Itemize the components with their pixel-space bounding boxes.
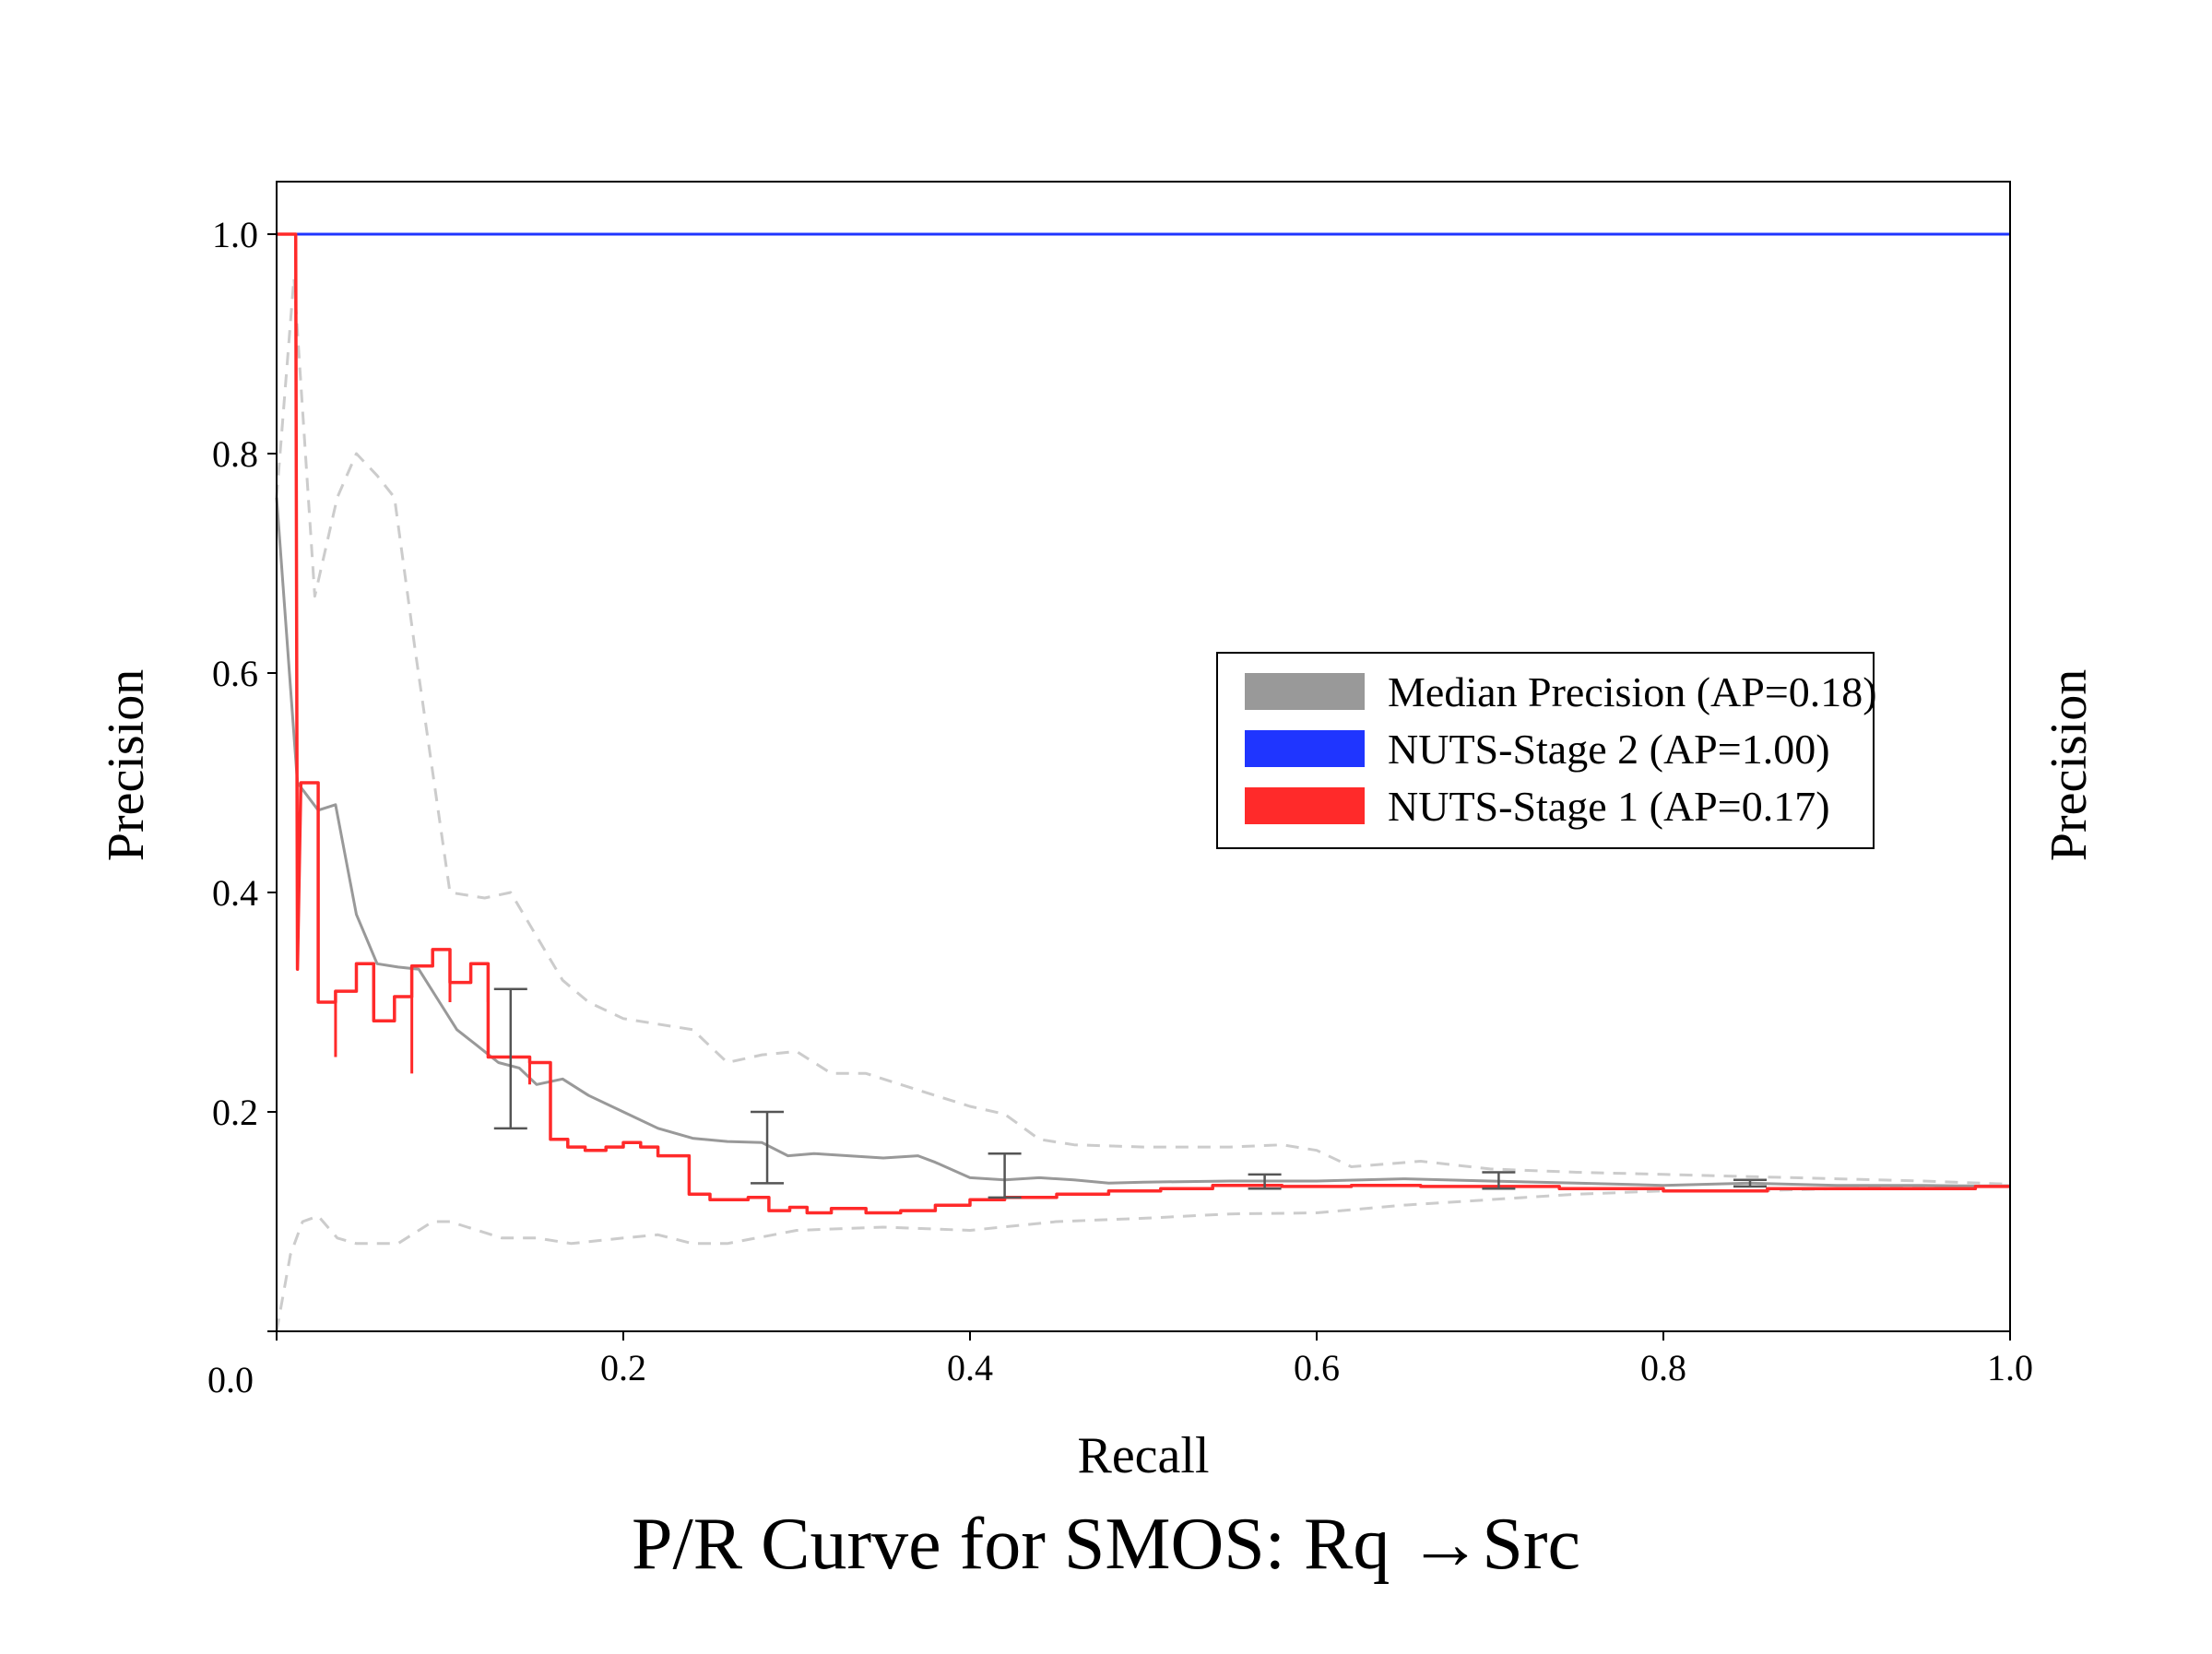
error-bar — [988, 1152, 1022, 1199]
error-bar — [1482, 1171, 1516, 1190]
legend: Median Precision (AP=0.18) NUTS-Stage 2 (… — [1216, 652, 1877, 849]
y-tick-label: 0.6 — [212, 653, 258, 694]
y-tick-label: 0.2 — [212, 1092, 258, 1133]
x-axis: 0.0 0.2 0.4 0.6 0.8 1.0 — [207, 1331, 2033, 1400]
y-tick-label: 1.0 — [212, 214, 258, 255]
x-tick-label: 0.8 — [1640, 1347, 1686, 1388]
legend-entry: NUTS-Stage 2 (AP=1.00) — [1245, 726, 1830, 773]
legend-swatch — [1245, 673, 1365, 710]
legend-swatch — [1245, 787, 1365, 824]
y-axis-label-right: Precision — [2040, 669, 2098, 861]
error-bar — [493, 987, 527, 1130]
legend-label: NUTS-Stage 2 (AP=1.00) — [1388, 726, 1830, 773]
x-tick-label: 0.4 — [947, 1347, 993, 1388]
y-tick-label: 0.8 — [212, 433, 258, 475]
x-tick-label: 0.0 — [207, 1359, 254, 1400]
series-line-upper-band — [275, 277, 2011, 1186]
error-bar — [751, 1110, 785, 1185]
y-axis: 0.2 0.4 0.6 0.8 1.0 — [212, 214, 277, 1332]
chart-title: P/R Curve for SMOS: Rq →Src — [632, 1504, 1580, 1585]
x-tick-label: 0.6 — [1294, 1347, 1340, 1388]
confidence-bands — [275, 277, 2011, 1332]
legend-entry: Median Precision (AP=0.18) — [1245, 668, 1877, 715]
y-axis-label: Precision — [98, 669, 155, 861]
x-tick-label: 0.2 — [600, 1347, 646, 1388]
legend-label: Median Precision (AP=0.18) — [1388, 668, 1877, 715]
series-line-median-precision-ap-0-18 — [275, 497, 2011, 1188]
error-bar — [1733, 1178, 1767, 1188]
series-lines — [275, 232, 2011, 1215]
error-bars — [493, 987, 1767, 1199]
x-axis-label: Recall — [1077, 1427, 1209, 1484]
legend-label: NUTS-Stage 1 (AP=0.17) — [1388, 783, 1830, 830]
series-line-lower-band — [275, 1184, 2011, 1332]
legend-entry: NUTS-Stage 1 (AP=0.17) — [1245, 783, 1830, 830]
x-tick-label: 1.0 — [1987, 1347, 2033, 1388]
error-bar — [1248, 1173, 1282, 1190]
legend-swatch — [1245, 730, 1365, 767]
series-line-nuts-stage-1-ap-0-17 — [277, 232, 2010, 1215]
y-tick-label: 0.4 — [212, 872, 258, 914]
plot-frame — [276, 181, 2011, 1332]
